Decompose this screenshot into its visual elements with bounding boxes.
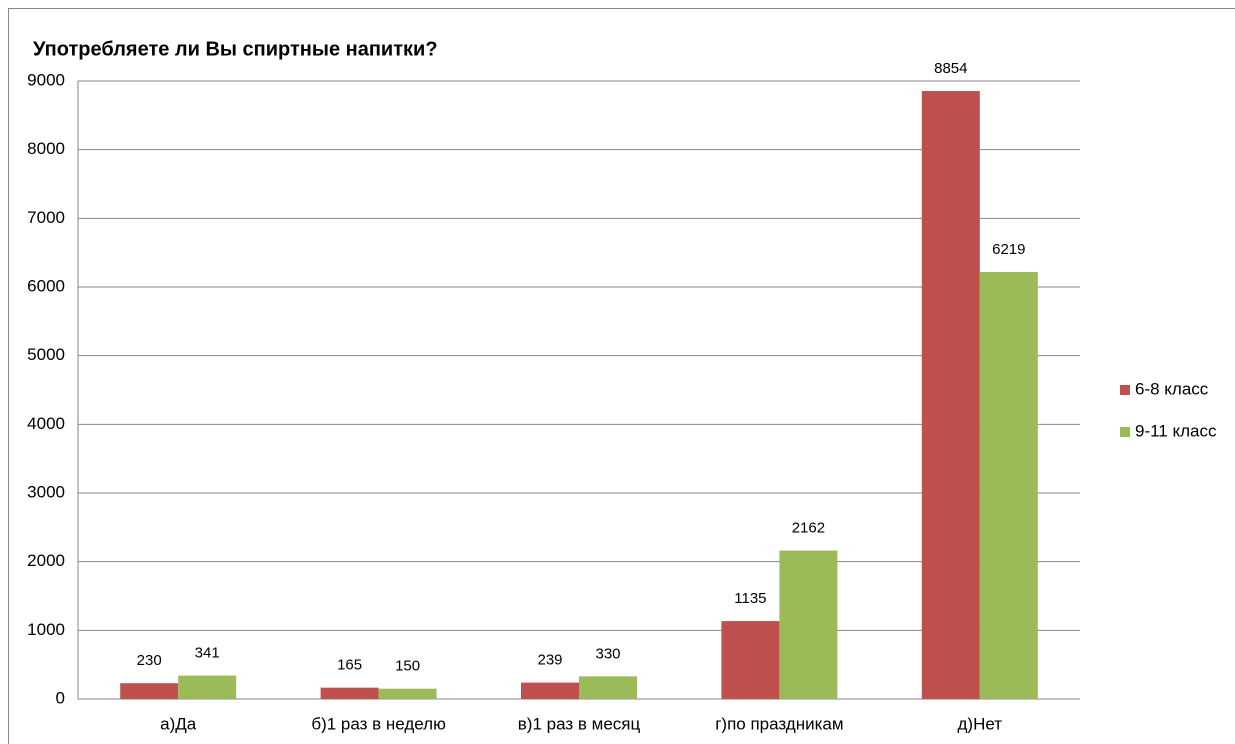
x-tick-label: а)Да <box>160 714 197 733</box>
data-label: 239 <box>537 652 562 669</box>
data-label: 6219 <box>992 241 1025 258</box>
y-tick-label: 2000 <box>27 551 65 570</box>
y-tick-label: 4000 <box>27 414 65 433</box>
x-tick-label: г)по праздникам <box>715 714 843 733</box>
data-label: 1135 <box>734 590 766 607</box>
legend-swatch <box>1120 427 1130 437</box>
bar <box>979 271 1038 699</box>
x-tick-label: б)1 раз в неделю <box>311 714 446 733</box>
y-tick-label: 5000 <box>27 345 65 364</box>
bar <box>120 683 179 699</box>
chart-title: Употребляете ли Вы спиртные напитки? <box>33 38 438 60</box>
data-label: 230 <box>137 652 162 669</box>
y-tick-label: 8000 <box>27 139 65 158</box>
data-label: 165 <box>337 657 362 674</box>
legend-label: 9-11 класс <box>1135 421 1217 440</box>
y-tick-label: 1000 <box>27 620 65 639</box>
bar <box>521 682 579 699</box>
bar <box>320 687 379 699</box>
x-tick-label: д)Нет <box>958 714 1003 733</box>
y-tick-label: 7000 <box>27 208 65 227</box>
data-label: 8854 <box>934 60 967 77</box>
data-label: 341 <box>195 645 220 662</box>
y-tick-label: 6000 <box>27 276 65 295</box>
bar <box>779 550 838 699</box>
bar <box>721 621 780 699</box>
legend-swatch <box>1120 385 1130 395</box>
data-label: 330 <box>595 645 620 662</box>
chart-border <box>8 8 1235 744</box>
y-tick-label: 3000 <box>27 482 65 501</box>
data-label: 150 <box>395 658 420 675</box>
data-label: 2162 <box>792 520 825 537</box>
bar <box>178 675 237 699</box>
legend-label: 6-8 класс <box>1135 379 1209 398</box>
x-tick-label: в)1 раз в месяц <box>518 714 641 733</box>
bar <box>579 676 637 699</box>
y-tick-label: 9000 <box>27 70 65 89</box>
y-tick-label: 0 <box>56 688 65 707</box>
bar <box>921 91 980 699</box>
bar <box>378 688 437 699</box>
